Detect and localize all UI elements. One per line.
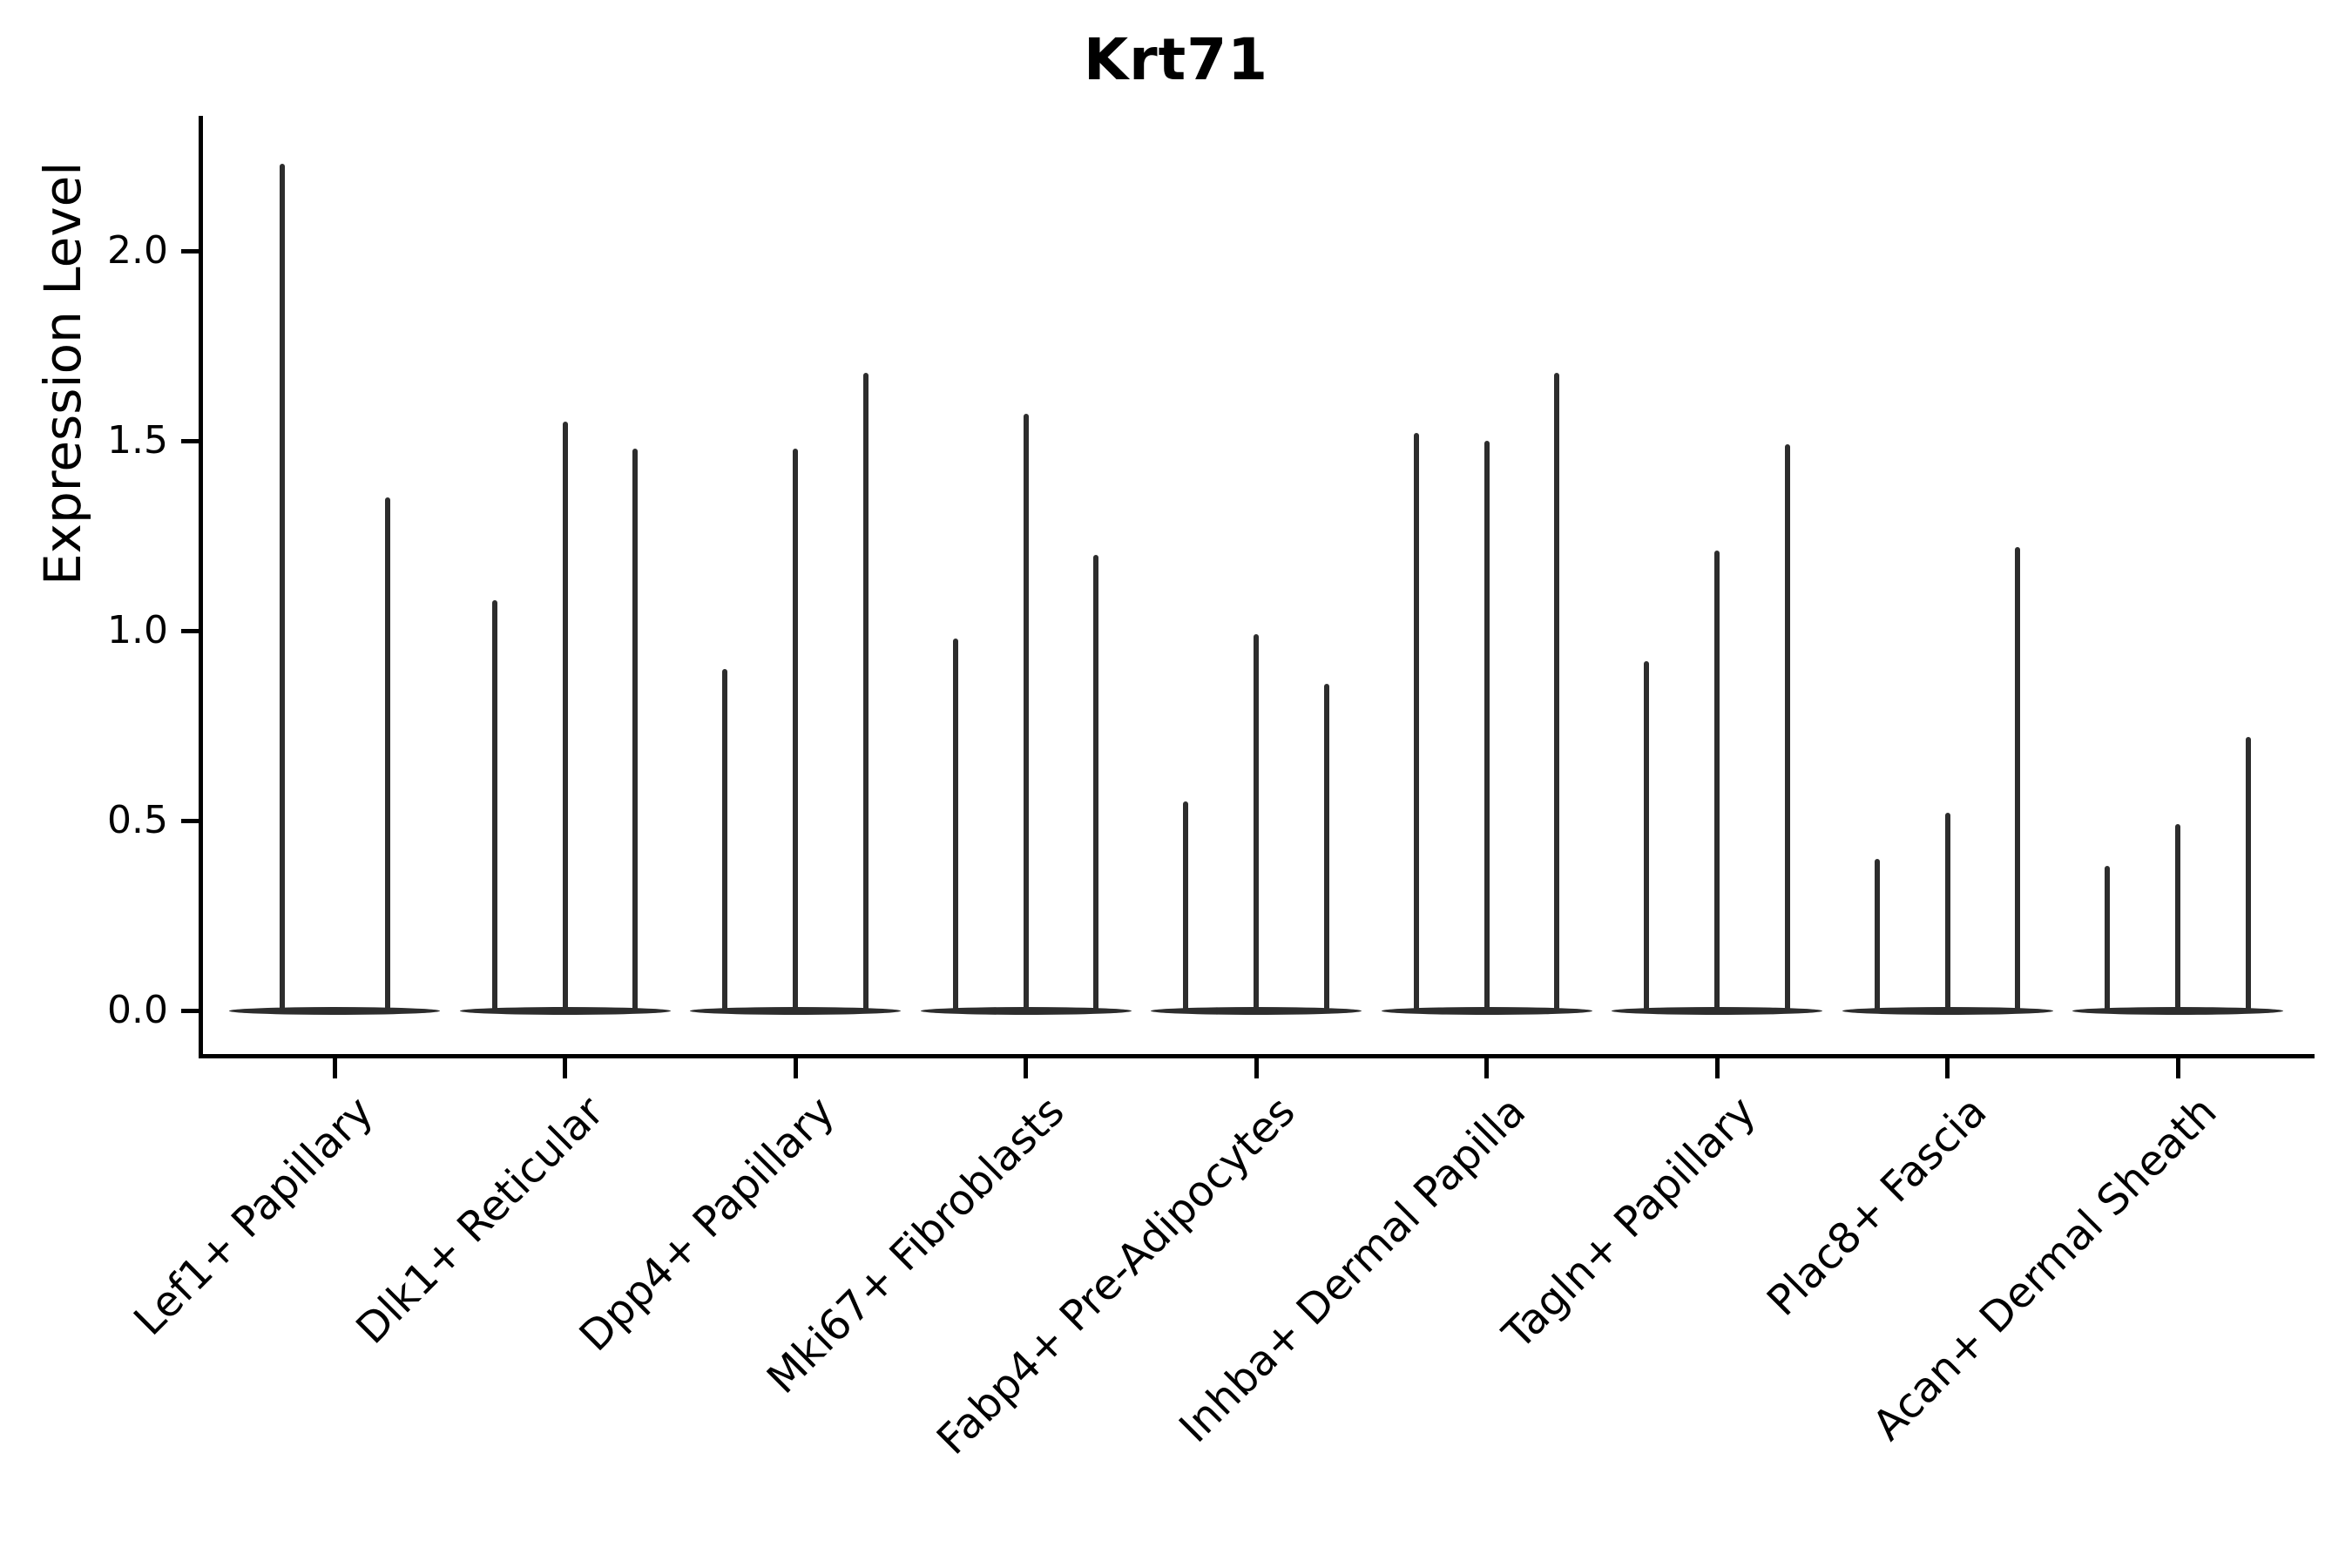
violin-spike: [632, 448, 639, 1010]
violin-spike: [2175, 824, 2180, 1010]
x-tick-mark: [563, 1058, 567, 1078]
y-tick-label: 0.0: [107, 988, 168, 1032]
violin-spike: [1554, 372, 1560, 1010]
violin-spike: [2105, 866, 2111, 1010]
y-tick-mark: [181, 248, 201, 253]
x-tick-mark: [2175, 1058, 2180, 1078]
violin-baseline: [920, 1006, 1132, 1015]
x-tick-mark: [332, 1058, 337, 1078]
violin-spike: [1644, 660, 1650, 1010]
y-tick-mark: [181, 628, 201, 633]
x-category-label: Lef1+ Papillary: [125, 1087, 383, 1345]
violin-baseline: [1842, 1006, 2053, 1015]
violin-spike: [1093, 554, 1099, 1010]
violin-spike: [1323, 684, 1329, 1010]
x-tick-mark: [1714, 1058, 1720, 1078]
x-tick-mark: [1484, 1058, 1489, 1078]
y-tick-mark: [181, 1008, 201, 1013]
violin-spike: [1023, 414, 1029, 1010]
violin-spike: [1183, 801, 1189, 1010]
violin-spike: [2245, 737, 2251, 1010]
x-axis-spine: [199, 1054, 2315, 1058]
violin-spike: [2015, 547, 2021, 1010]
violin-spike: [1784, 444, 1790, 1010]
violin-spike: [384, 497, 390, 1010]
x-category-label: Plac8+ Fascia: [1757, 1087, 1997, 1326]
y-tick-label: 2.0: [107, 228, 168, 273]
y-tick-mark: [181, 438, 201, 443]
violin-spike: [793, 448, 798, 1010]
violin-baseline: [229, 1006, 440, 1015]
y-tick-mark: [181, 818, 201, 823]
x-category-label: Tagln+ Papillary: [1493, 1087, 1766, 1359]
violin-baseline: [459, 1006, 671, 1015]
chart-title: Krt71: [1083, 26, 1269, 93]
x-category-label: Dlk1+ Reticular: [347, 1087, 614, 1354]
y-tick-label: 0.5: [107, 798, 168, 842]
y-tick-label: 1.0: [107, 608, 168, 652]
violin-spike: [862, 372, 868, 1010]
x-tick-mark: [1254, 1058, 1259, 1078]
x-tick-mark: [1945, 1058, 1950, 1078]
violin-spike: [722, 668, 728, 1010]
violin-baseline: [1612, 1006, 1822, 1015]
violin-spike: [1484, 441, 1490, 1010]
y-tick-label: 1.5: [107, 418, 168, 463]
x-tick-mark: [1024, 1058, 1028, 1078]
y-axis-spine: [199, 116, 203, 1058]
violin-spike: [1254, 634, 1259, 1010]
violin-baseline: [1381, 1006, 1592, 1015]
violin-spike: [1874, 858, 1880, 1010]
violin-spike: [279, 163, 285, 1010]
violin-baseline: [1151, 1006, 1362, 1015]
violin-spike: [491, 600, 497, 1010]
violin-spike: [1714, 551, 1720, 1010]
violin-baseline: [2072, 1006, 2283, 1015]
x-tick-mark: [793, 1058, 798, 1078]
violin-spike: [562, 422, 568, 1010]
violin-baseline: [690, 1006, 901, 1015]
violin-spike: [952, 638, 958, 1010]
violin-spike: [1944, 813, 1950, 1010]
violin-spike: [1413, 433, 1419, 1010]
x-category-label: Dpp4+ Papillary: [570, 1087, 844, 1362]
